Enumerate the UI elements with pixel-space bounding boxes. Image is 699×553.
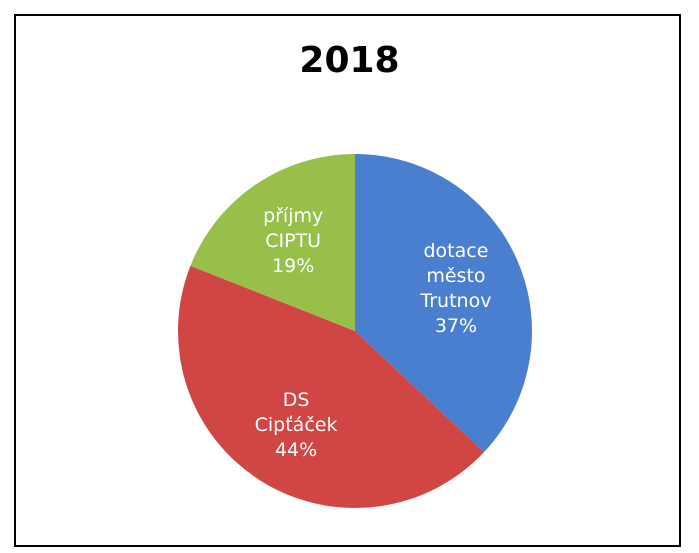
slice-category-label: Trutnov <box>419 290 491 312</box>
slice-label-2: příjmy CIPTU 19% <box>263 205 323 277</box>
slice-category-label: město <box>426 265 485 287</box>
slice-category-label: Cipťáček <box>255 414 338 436</box>
slice-category-label: příjmy <box>263 205 323 227</box>
pie-slice-0 <box>355 154 532 453</box>
slice-label-0: dotace město Trutnov 37% <box>419 240 491 337</box>
pie-slice-1 <box>177 265 485 508</box>
slice-value-label: 44% <box>275 439 317 461</box>
slice-category-label: CIPTU <box>265 230 321 252</box>
slice-label-1: DS Cipťáček 44% <box>255 389 338 461</box>
slice-category-label: DS <box>283 389 310 411</box>
slice-value-label: 37% <box>435 315 477 337</box>
pie-slice-2 <box>190 154 355 331</box>
slice-value-label: 19% <box>272 255 314 277</box>
chart-title: 2018 <box>299 40 400 81</box>
slice-category-label: dotace <box>423 240 488 262</box>
